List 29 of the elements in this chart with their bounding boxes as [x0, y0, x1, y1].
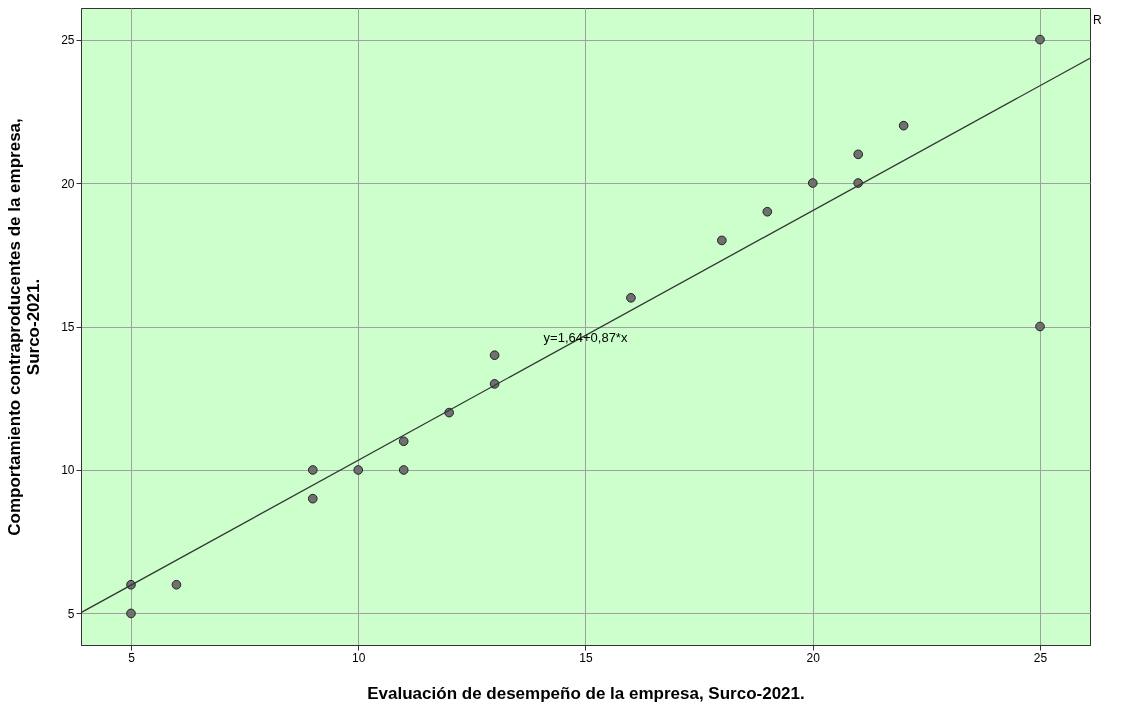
point [717, 235, 727, 246]
y-tick-label: 10 [61, 463, 75, 478]
point [1035, 321, 1045, 332]
point [807, 178, 818, 188]
x-tick-label: 15 [579, 650, 593, 665]
y-tick-label: 20 [61, 176, 75, 191]
point [171, 579, 182, 590]
x-tick-label: 25 [1033, 650, 1048, 665]
point [307, 465, 318, 475]
text: R [1093, 13, 1102, 27]
y-axis-title: Comportamiento contraproducentes de la empresa, Surco-2021. [5, 118, 44, 536]
point [489, 350, 500, 361]
y-tick-label: 25 [61, 33, 75, 48]
point [126, 608, 136, 619]
y-tick-label: 15 [61, 320, 75, 334]
point [353, 465, 364, 475]
point [853, 149, 864, 160]
point [762, 206, 773, 217]
x-tick-label: 20 [806, 650, 821, 665]
point [307, 493, 318, 504]
x-tick-label: 5 [128, 650, 136, 665]
point [626, 292, 636, 303]
point [898, 120, 909, 131]
x-axis-title: Evaluación de desempeño de la empresa, Surco-2021. [367, 683, 805, 703]
y-tick-label: 5 [67, 606, 75, 621]
x-tick-label: 10 [352, 650, 366, 665]
point [1035, 34, 1045, 45]
point [398, 436, 409, 447]
point [398, 465, 409, 475]
